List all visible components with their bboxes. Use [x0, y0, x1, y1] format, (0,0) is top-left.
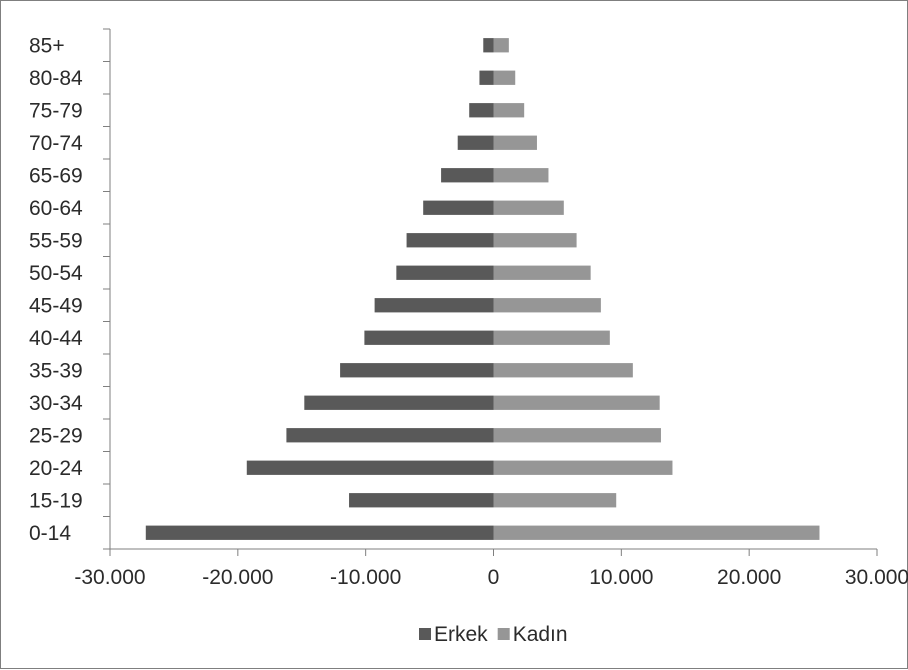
bar-erkek-60-64 — [423, 200, 494, 215]
bar-kadın-55-59 — [493, 233, 577, 248]
bar-erkek-75-79 — [469, 103, 494, 118]
legend-label-erkek: Erkek — [434, 623, 488, 646]
bar-erkek-30-34 — [304, 395, 494, 410]
bar-erkek-80-84 — [479, 70, 494, 85]
bar-erkek-85+ — [483, 38, 494, 53]
category-label: 75-79 — [29, 99, 83, 122]
bar-kadın-45-49 — [493, 298, 601, 313]
category-label: 50-54 — [29, 262, 83, 285]
bar-erkek-0-14 — [145, 525, 494, 540]
x-tick-label: 0 — [488, 566, 500, 589]
bar-kadın-75-79 — [493, 103, 525, 118]
category-label: 40-44 — [29, 327, 83, 350]
bar-erkek-25-29 — [286, 428, 494, 443]
bar-kadın-30-34 — [493, 395, 660, 410]
x-tick-label: -20.000 — [202, 566, 273, 589]
bar-erkek-45-49 — [374, 298, 494, 313]
category-label: 25-29 — [29, 424, 83, 447]
legend-swatch-erkek — [419, 628, 431, 640]
bar-kadın-85+ — [493, 38, 509, 53]
category-label: 60-64 — [29, 197, 83, 220]
bars-group — [145, 38, 820, 540]
category-label: 20-24 — [29, 457, 83, 480]
bar-kadın-65-69 — [493, 168, 549, 183]
bar-kadın-60-64 — [493, 200, 564, 215]
bar-kadın-20-24 — [493, 460, 673, 475]
category-label: 0-14 — [29, 522, 71, 545]
category-label: 70-74 — [29, 132, 83, 155]
category-label: 35-39 — [29, 359, 83, 382]
bar-kadın-70-74 — [493, 135, 537, 150]
bar-kadın-50-54 — [493, 265, 591, 280]
bar-kadın-80-84 — [493, 70, 516, 85]
category-label: 45-49 — [29, 294, 83, 317]
bar-kadın-35-39 — [493, 363, 633, 378]
bar-erkek-15-19 — [349, 493, 494, 508]
category-labels: 0-14 15-19 20-24 25-29 30-34 35-39 40-44 45-49 5… — [29, 34, 83, 545]
bar-kadın-15-19 — [493, 493, 617, 508]
bar-erkek-40-44 — [364, 330, 494, 345]
bar-kadın-40-44 — [493, 330, 610, 345]
x-tick-label: 30.000 — [845, 566, 908, 589]
x-tick-label: -10.000 — [330, 566, 401, 589]
legend-label-kadın: Kadın — [513, 623, 568, 646]
legend: Erkek Kadın — [419, 623, 568, 646]
x-tick-labels: -30.000 -20.000 -10.000 0 10.000 20.000 30.000 — [74, 566, 908, 589]
bar-kadın-25-29 — [493, 428, 661, 443]
category-label: 55-59 — [29, 229, 83, 252]
category-label: 80-84 — [29, 67, 83, 90]
bar-erkek-35-39 — [340, 363, 494, 378]
category-label: 30-34 — [29, 392, 83, 415]
bar-erkek-65-69 — [441, 168, 494, 183]
bar-erkek-20-24 — [246, 460, 494, 475]
axes-group — [103, 28, 878, 556]
bar-erkek-55-59 — [406, 233, 494, 248]
bar-kadın-0-14 — [493, 525, 820, 540]
x-tick-label: 20.000 — [717, 566, 781, 589]
category-label: 65-69 — [29, 164, 83, 187]
x-tick-label: -30.000 — [74, 566, 145, 589]
category-label: 15-19 — [29, 489, 83, 512]
bar-erkek-50-54 — [396, 265, 494, 280]
x-tick-label: 10.000 — [589, 566, 653, 589]
category-label: 85+ — [29, 34, 65, 57]
legend-swatch-kadın — [497, 628, 510, 640]
bar-erkek-70-74 — [457, 135, 494, 150]
